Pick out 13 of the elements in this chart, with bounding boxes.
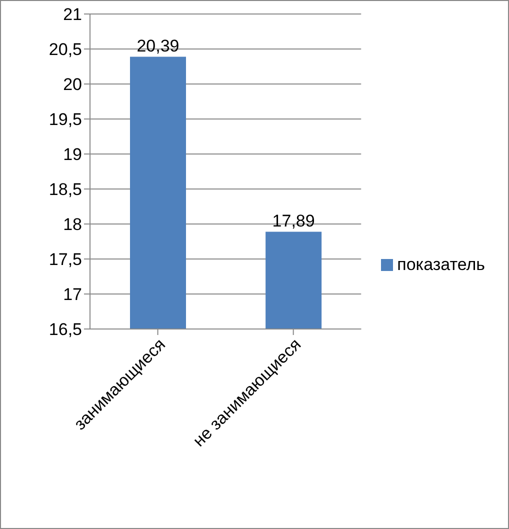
y-tick-label: 21	[63, 5, 82, 24]
data-label: 17,89	[272, 212, 315, 231]
y-tick-label: 19	[63, 145, 82, 164]
y-tick-label: 18,5	[48, 180, 82, 200]
y-tick-label: 17,5	[48, 250, 82, 270]
y-tick-label: 17	[63, 285, 82, 304]
y-tick-label: 20,5	[48, 40, 82, 60]
data-label: 20,39	[136, 36, 180, 56]
y-tick-label: 18	[63, 215, 82, 234]
y-tick-label: 16,5	[48, 320, 82, 340]
legend-label: показатель	[397, 254, 485, 274]
y-tick-label: 20	[63, 75, 82, 94]
y-tick-label: 19,5	[48, 110, 82, 130]
